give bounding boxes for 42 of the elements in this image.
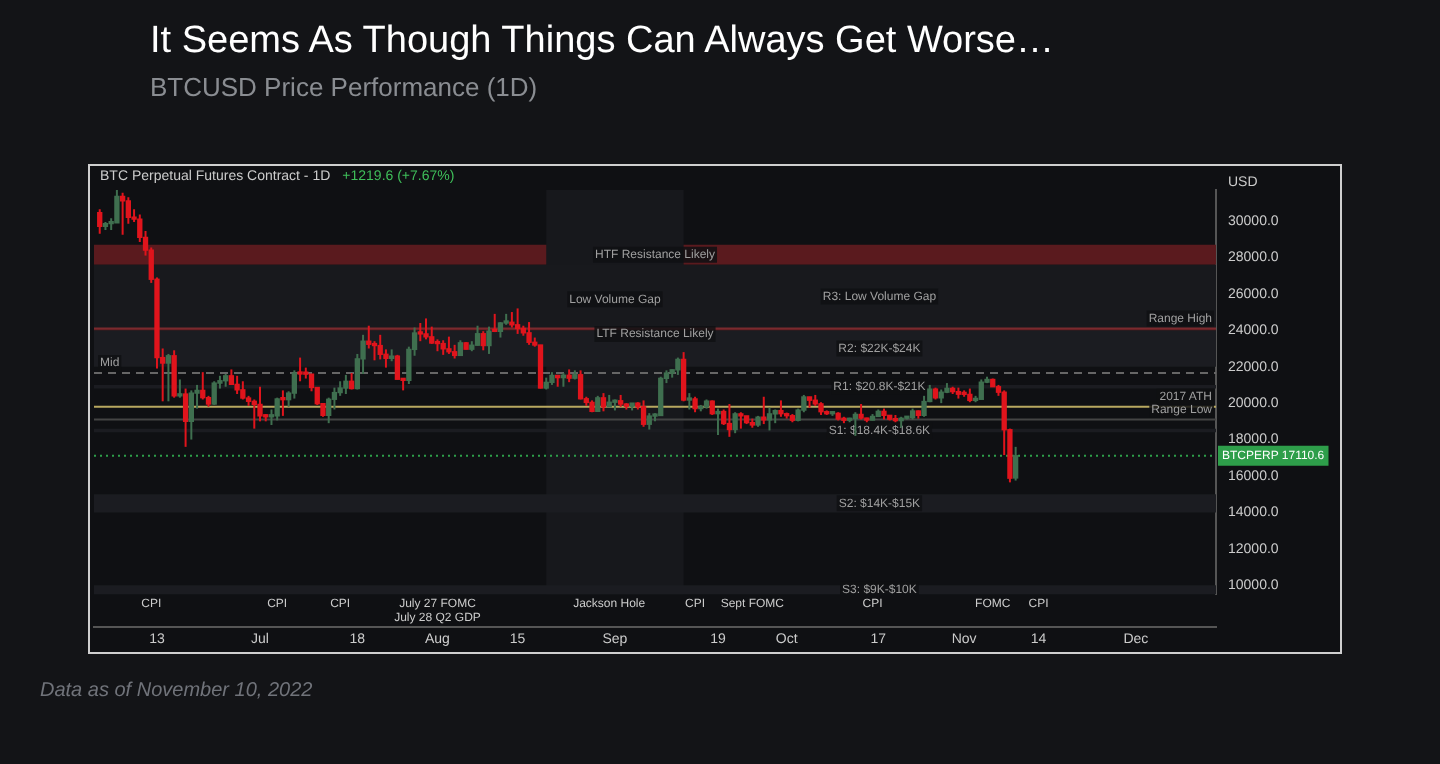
candlestick bbox=[119, 191, 126, 236]
candlestick bbox=[486, 325, 492, 355]
candlestick bbox=[343, 373, 349, 396]
candlestick bbox=[761, 395, 767, 426]
candlestick bbox=[291, 369, 298, 400]
chart-title: It Seems As Though Things Can Always Get Worse… bbox=[150, 20, 1054, 64]
candlestick bbox=[97, 208, 103, 235]
candlestick bbox=[658, 375, 664, 417]
candlestick bbox=[280, 389, 286, 417]
candlestick bbox=[165, 352, 172, 403]
candlestick bbox=[1012, 445, 1019, 482]
candlestick bbox=[978, 378, 984, 401]
candlestick bbox=[680, 351, 687, 403]
candlestick bbox=[188, 389, 194, 441]
text: Data as of November 10, 2022 bbox=[40, 680, 313, 702]
candlestick bbox=[766, 406, 773, 432]
candlestick bbox=[577, 369, 584, 401]
candlestick bbox=[182, 387, 189, 448]
candlestick bbox=[474, 324, 481, 347]
candlestick bbox=[640, 399, 647, 428]
candlestick bbox=[726, 403, 733, 438]
candlestick bbox=[514, 307, 521, 335]
candlestick bbox=[921, 394, 927, 418]
candlestick bbox=[394, 353, 401, 381]
candlestick bbox=[297, 356, 303, 383]
candlestick bbox=[732, 411, 738, 435]
candlestick bbox=[211, 380, 217, 406]
candlestick bbox=[600, 392, 607, 413]
candlestick bbox=[234, 374, 240, 396]
candlestick bbox=[177, 378, 183, 399]
candlestick bbox=[377, 333, 383, 361]
candlestick bbox=[526, 321, 532, 346]
chart-subtitle: BTCUSD Price Performance (1D) bbox=[150, 72, 538, 102]
candlestick bbox=[537, 343, 544, 390]
candlestick bbox=[417, 321, 423, 343]
candlestick bbox=[715, 407, 721, 437]
candlestick bbox=[423, 317, 429, 341]
candlestick bbox=[114, 190, 120, 224]
candlestick bbox=[326, 396, 332, 425]
candlestick bbox=[480, 330, 486, 352]
candlestick bbox=[171, 349, 177, 399]
candlestick bbox=[257, 385, 263, 423]
